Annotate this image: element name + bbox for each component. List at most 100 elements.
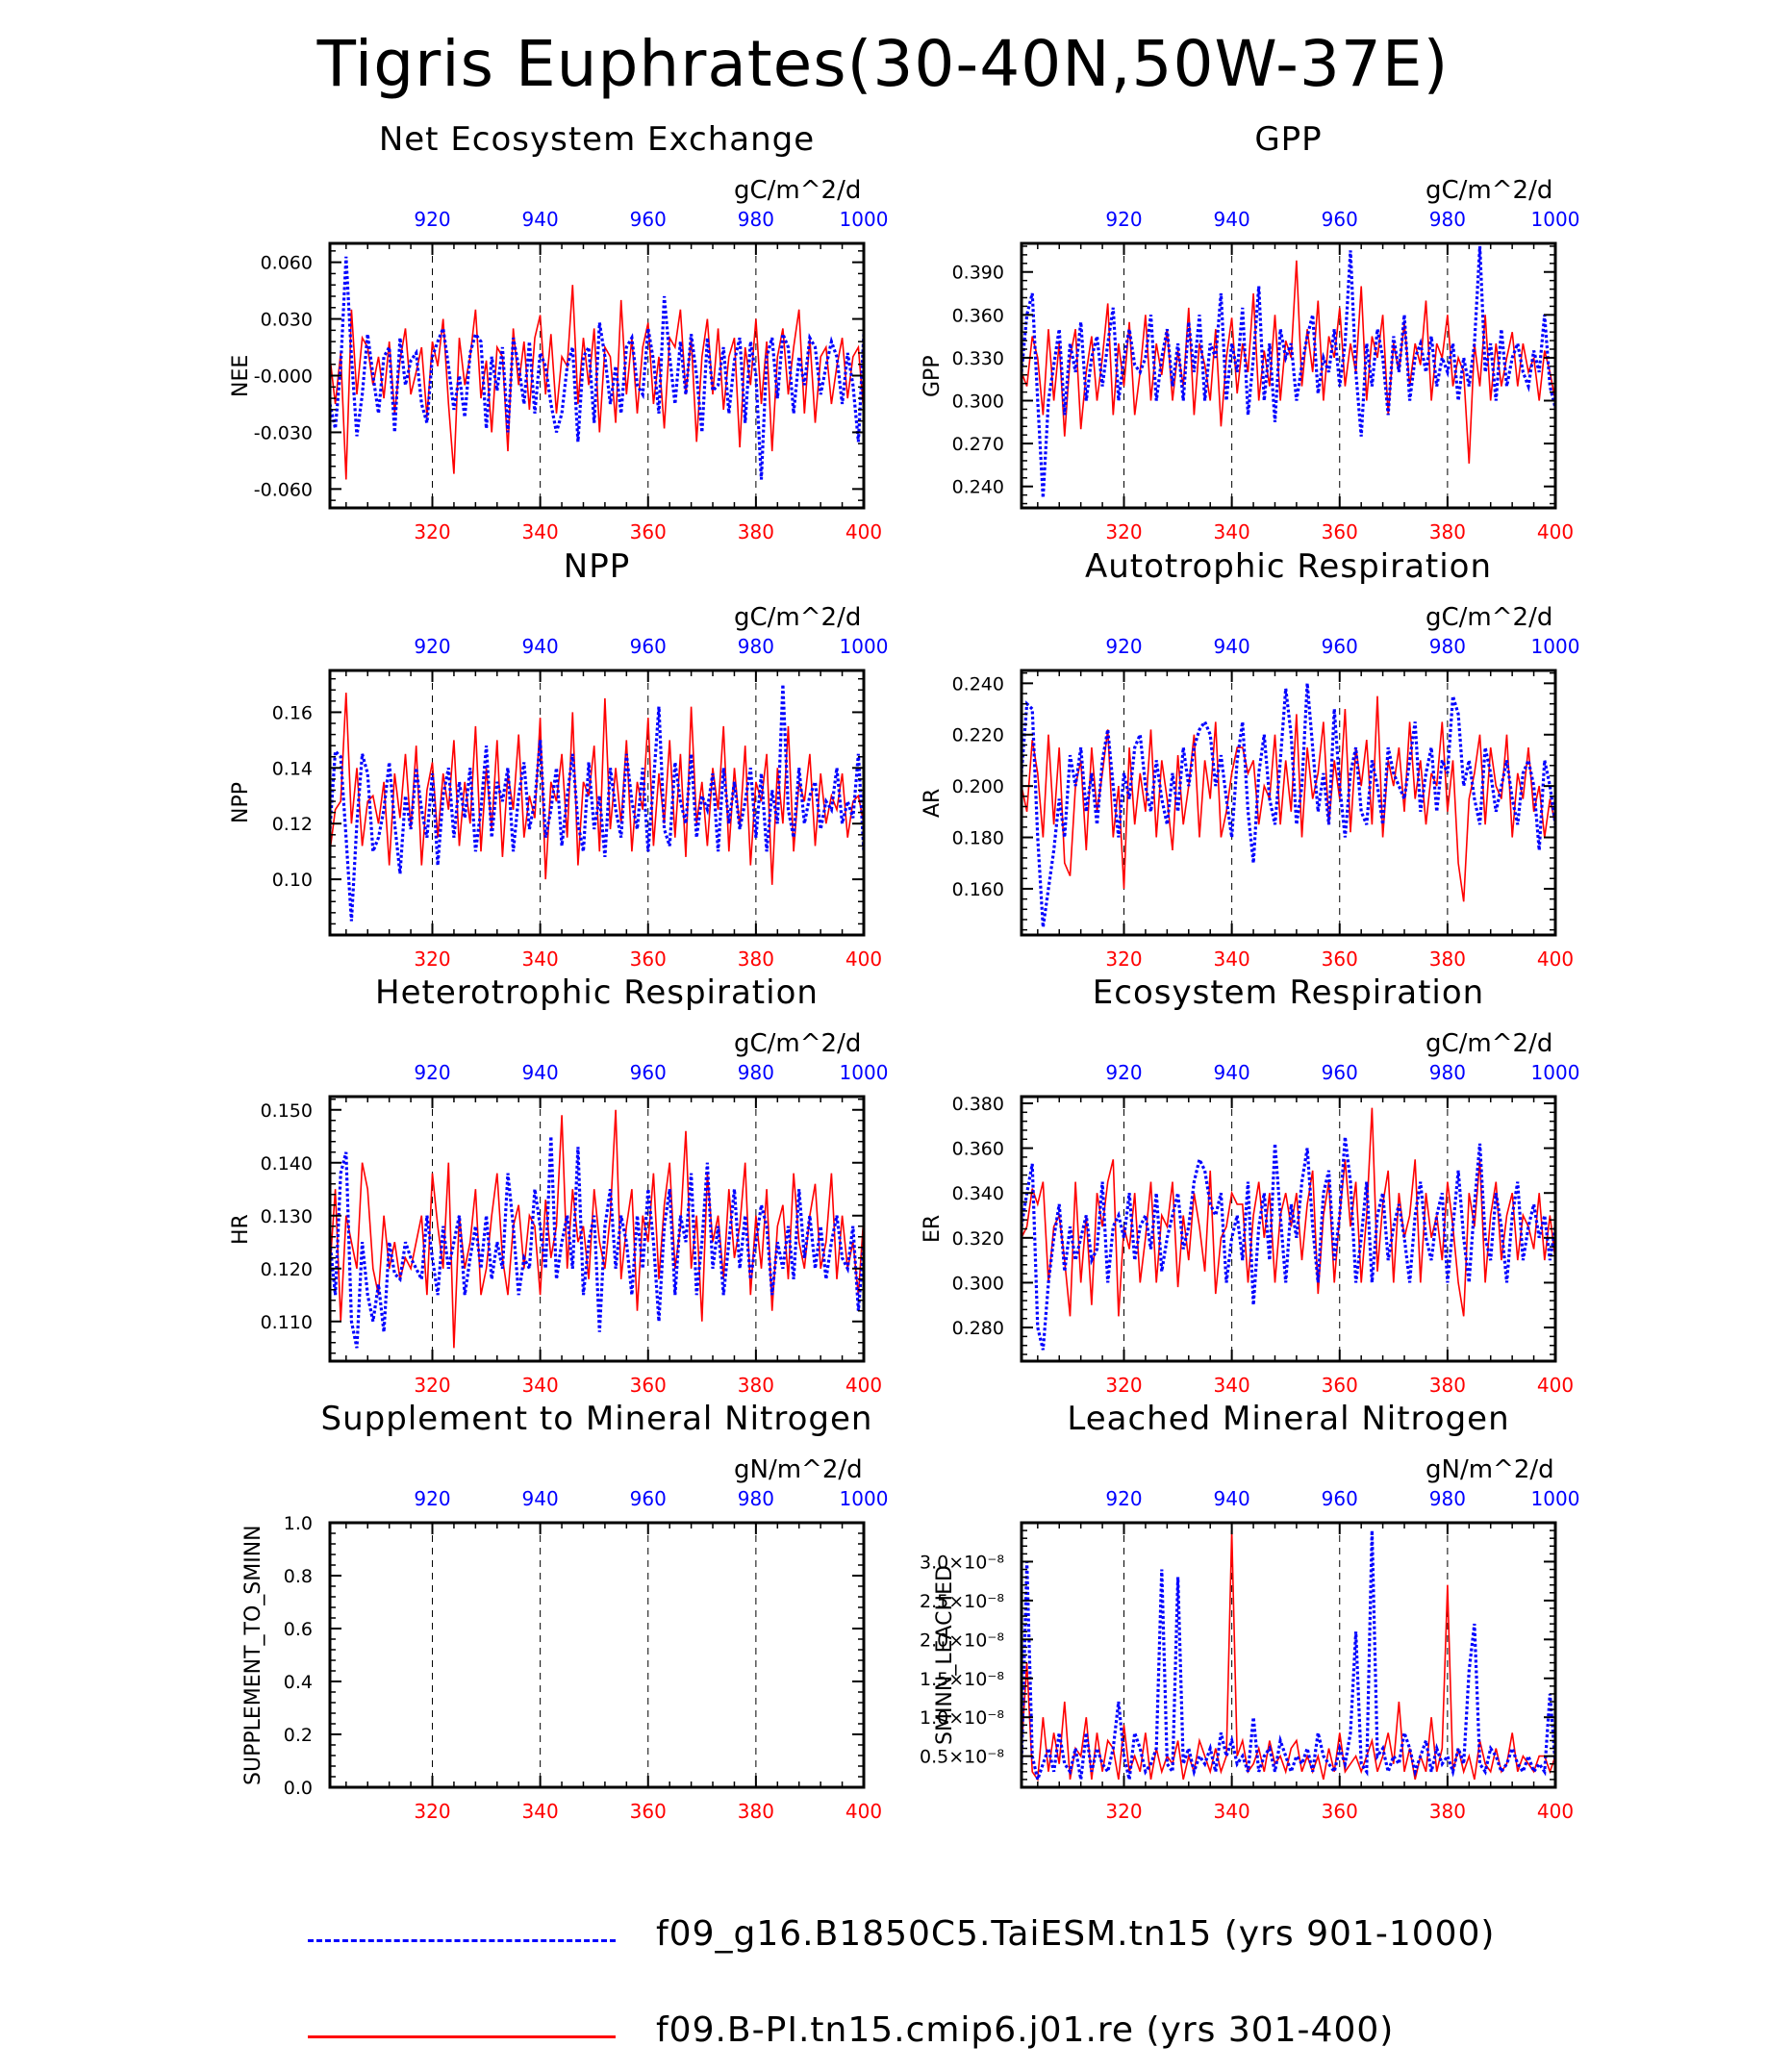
y-tick-label: 0.130: [261, 1206, 313, 1227]
x-tick-label-bottom: 380: [1429, 520, 1466, 543]
y-tick-label: 0.360: [952, 305, 1004, 326]
x-tick-label-top: 940: [1214, 1487, 1250, 1510]
series-line-cmip6: [330, 1109, 864, 1349]
x-tick-label-top: 960: [1322, 1487, 1358, 1510]
series-line-cmip6: [1022, 695, 1555, 902]
x-tick-label-top: 920: [414, 635, 450, 658]
series-line-taiesm: [1022, 1530, 1555, 1785]
x-tick-label-bottom: 320: [1105, 1800, 1142, 1823]
x-tick-label-bottom: 360: [1322, 1374, 1358, 1397]
plot-frame: [328, 1095, 866, 1363]
y-tick-label: 0.8: [284, 1566, 313, 1587]
y-tick-label: 0.12: [272, 814, 313, 835]
x-tick-label-bottom: 400: [1537, 948, 1574, 971]
x-tick-label-bottom: 380: [738, 1374, 774, 1397]
y-tick-label: 0.240: [952, 673, 1004, 695]
x-tick-label-top: 1000: [1531, 208, 1580, 231]
panel-title-heterotrophic-respiration: Heterotrophic Respiration: [375, 973, 819, 1012]
y-tick-label: 0.14: [272, 758, 313, 779]
x-tick-label-bottom: 400: [1537, 1374, 1574, 1397]
y-tick-label: 0.380: [952, 1094, 1004, 1115]
x-tick-label-top: 920: [1105, 1061, 1142, 1084]
y-tick-label: 0.160: [952, 879, 1004, 900]
y-tick-label: 0.030: [261, 310, 313, 331]
y-tick-label: 0.360: [952, 1139, 1004, 1160]
y-tick-label: 0.120: [261, 1259, 313, 1280]
x-tick-label-top: 940: [522, 635, 559, 658]
legend-label: f09.B-PI.tn15.cmip6.j01.re (yrs 301-400): [656, 2010, 1395, 2050]
y-tick-label: 0.110: [261, 1312, 313, 1333]
x-tick-label-bottom: 340: [1214, 520, 1250, 543]
y-tick-label: 0.6: [284, 1619, 313, 1640]
legend: f09_g16.B1850C5.TaiESM.tn15 (yrs 901-100…: [0, 1914, 1766, 2068]
series-line-taiesm: [330, 256, 864, 480]
y-tick-label: 0.0: [284, 1778, 313, 1799]
units-label: gC/m^2/d: [734, 1029, 862, 1058]
x-tick-label-top: 980: [1429, 208, 1466, 231]
plot-gpp: 0.240 0.270 0.300 0.330 0.360 0.390 320 340 360 3…: [952, 208, 1580, 543]
panel-title-supplement-to-mineral-nitrogen: Supplement to Mineral Nitrogen: [320, 1400, 873, 1438]
y-tick-label: 0.330: [952, 348, 1004, 369]
y-tick-label: 0.2: [284, 1725, 313, 1746]
x-tick-label-bottom: 340: [1214, 1800, 1250, 1823]
x-tick-label-bottom: 360: [1322, 1800, 1358, 1823]
series-line-cmip6: [330, 285, 864, 480]
x-tick-label-top: 1000: [1531, 1061, 1580, 1084]
x-tick-label-bottom: 320: [1105, 520, 1142, 543]
x-tick-label-top: 960: [630, 1061, 667, 1084]
plot-supplement-to-mineral-nitrogen: 0.0 0.2 0.4 0.6 0.8 1.0 320 340 360 380 400 920 940 9…: [284, 1487, 889, 1823]
x-tick-label-top: 980: [738, 1487, 774, 1510]
x-tick-label-bottom: 360: [630, 520, 667, 543]
series-line-taiesm: [330, 1136, 864, 1349]
panel-title-gpp: GPP: [1254, 120, 1323, 159]
legend-swatch-solid: [308, 2035, 616, 2038]
x-tick-label-top: 980: [738, 1061, 774, 1084]
x-tick-label-top: 940: [522, 1487, 559, 1510]
units-label: gC/m^2/d: [1425, 1029, 1553, 1058]
panel-title-leached-mineral-nitrogen: Leached Mineral Nitrogen: [1067, 1400, 1510, 1438]
plot-heterotrophic-respiration: 0.110 0.120 0.130 0.140 0.150 320 340 360 380 400…: [261, 1061, 889, 1397]
y-tick-label: 0.4: [284, 1672, 313, 1693]
y-tick-label: 0.140: [261, 1153, 313, 1175]
x-tick-label-bottom: 380: [738, 948, 774, 971]
y-tick-label: 0.10: [272, 870, 313, 891]
x-tick-label-top: 960: [630, 208, 667, 231]
x-tick-label-top: 1000: [1531, 1487, 1580, 1510]
x-tick-label-bottom: 380: [1429, 1374, 1466, 1397]
x-tick-label-bottom: 340: [1214, 948, 1250, 971]
legend-swatch-dashed: [308, 1939, 616, 1942]
legend-item-series-a: f09.B-PI.tn15.cmip6.j01.re (yrs 301-400): [308, 2010, 1558, 2068]
x-tick-label-top: 960: [1322, 1061, 1358, 1084]
plot-npp: 0.10 0.12 0.14 0.16 320 340 360 380 400 920 940 960…: [272, 635, 889, 971]
y-tick-label: 3.0×10⁻⁸: [920, 1552, 1004, 1573]
y-tick-label: 2.5×10⁻⁸: [920, 1591, 1004, 1612]
x-tick-label-bottom: 400: [1537, 1800, 1574, 1823]
x-tick-label-top: 920: [414, 208, 450, 231]
y-tick-label: 0.240: [952, 477, 1004, 498]
units-label: gC/m^2/d: [734, 603, 862, 632]
x-tick-label-top: 1000: [840, 635, 889, 658]
x-tick-label-top: 940: [1214, 208, 1250, 231]
x-tick-label-top: 1000: [1531, 635, 1580, 658]
x-tick-label-bottom: 340: [522, 1374, 559, 1397]
x-tick-label-bottom: 380: [738, 1800, 774, 1823]
x-tick-label-bottom: 320: [1105, 1374, 1142, 1397]
panel-title-net-ecosystem-exchange: Net Ecosystem Exchange: [378, 120, 816, 159]
y-tick-label: -0.060: [254, 479, 313, 500]
x-tick-label-bottom: 380: [1429, 948, 1466, 971]
y-tick-label: 0.280: [952, 1318, 1004, 1339]
y-tick-label: 1.0×10⁻⁸: [920, 1707, 1004, 1729]
x-tick-label-top: 940: [1214, 635, 1250, 658]
y-tick-label: 0.320: [952, 1228, 1004, 1250]
plot-ecosystem-respiration: 0.280 0.300 0.320 0.340 0.360 0.380 320 340 360 3…: [952, 1061, 1580, 1397]
y-tick-label: 0.220: [952, 725, 1004, 746]
units-label: gC/m^2/d: [734, 176, 862, 205]
x-tick-label-bottom: 360: [630, 1374, 667, 1397]
x-tick-label-top: 940: [522, 1061, 559, 1084]
x-tick-label-top: 1000: [840, 1487, 889, 1510]
x-tick-label-top: 980: [1429, 1061, 1466, 1084]
y-tick-label: 0.300: [952, 392, 1004, 413]
x-tick-label-top: 960: [1322, 208, 1358, 231]
series-line-cmip6: [1022, 260, 1555, 464]
